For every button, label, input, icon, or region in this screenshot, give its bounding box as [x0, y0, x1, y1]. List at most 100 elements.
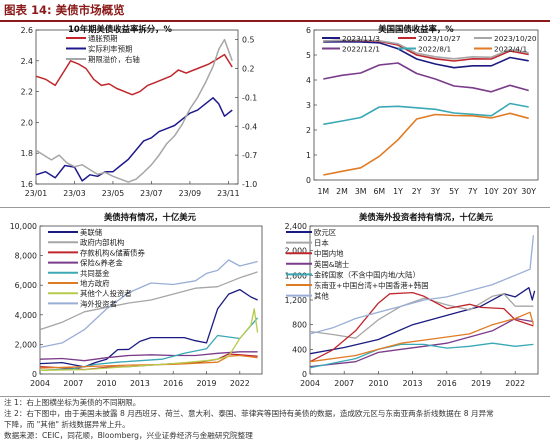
- y-tick-label: 2.2: [21, 88, 33, 97]
- legend-label: 中国内地: [314, 249, 344, 258]
- series-line-2: [36, 97, 233, 182]
- legend-label: 其他: [314, 292, 329, 301]
- y-tick-label: 1,200: [285, 296, 307, 305]
- x-tick-label: 2013: [130, 379, 150, 388]
- title-rule: [0, 20, 550, 22]
- series-line-6: [40, 354, 258, 369]
- x-tick-label: 10Y: [484, 187, 499, 196]
- x-tick-label: 23/03: [63, 189, 86, 198]
- legend-label: 地方政府: [80, 279, 110, 288]
- series-line-4: [40, 351, 258, 362]
- x-tick-label: 6M: [373, 187, 385, 196]
- x-tick-label: 7Y: [468, 187, 478, 196]
- chart-treasury-yield-curve: 0 1 2 3 4 5 6 1M 2M 3M 6M 1Y 2Y 3Y 5Y 7Y 10Y 20Y 30Y 美国国债收益…: [306, 24, 539, 196]
- chart-foreign-holdings: 0 400 800 1,200 1,600 2,000 2,400 2004 2007 2010 2…: [285, 212, 539, 388]
- series-line-4: [310, 317, 534, 368]
- legend-label: 2023/10/20: [494, 34, 537, 43]
- legend-label: 日本: [314, 239, 329, 248]
- legend-label: 其他个人投资者: [80, 289, 132, 298]
- y-tick-label: 6,000: [15, 281, 37, 290]
- legend-label: 存款机构&储蓄债券: [80, 248, 145, 257]
- legend-label: 2023/10/27: [418, 34, 461, 43]
- y2-tick-label: -0.7: [242, 151, 257, 160]
- series-line-1: [36, 53, 233, 96]
- series-line-1: [40, 288, 258, 368]
- chart-title: 10年期美债收益率拆分，%: [68, 24, 172, 34]
- x-tick-label: 2007: [334, 379, 354, 388]
- series-line-1: [323, 41, 529, 69]
- series-line-5: [40, 317, 259, 371]
- x-tick-label: 3Y: [430, 187, 440, 196]
- series-line-3: [310, 291, 534, 363]
- series-line-5: [310, 342, 534, 369]
- x-tick-label: 2019: [471, 379, 491, 388]
- y-tick-label: 1,600: [285, 271, 307, 280]
- plot-frame: [39, 225, 263, 375]
- x-tick-label: 2M: [336, 187, 348, 196]
- x-tick-label: 2004: [300, 379, 320, 388]
- y-tick-label: 2.0: [21, 118, 33, 127]
- legend-label: 实际利率预期: [88, 45, 132, 54]
- y-tick-label: 400: [292, 345, 307, 354]
- y-tick-label: 2: [306, 126, 311, 135]
- series-line-6: [310, 311, 535, 363]
- series-line-7: [310, 235, 535, 335]
- y-tick-label: 5: [306, 51, 311, 60]
- series-line-2: [310, 293, 534, 339]
- data-source-note: 数据来源：CEIC，同花顺，Bloomberg，兴业证券经济与金融研究院整理: [4, 431, 253, 440]
- series-line-2: [40, 271, 258, 331]
- legend-label: 保险&养老金: [80, 259, 123, 268]
- y2-tick-label: -0.4: [242, 122, 257, 131]
- x-tick-label: 2016: [163, 379, 183, 388]
- x-tick-label: 2010: [368, 379, 388, 388]
- x-tick-label: 2022: [230, 379, 250, 388]
- y2-tick-label: -0.1: [242, 93, 257, 102]
- y-tick-label: 3: [306, 101, 311, 110]
- y-tick-label: 1.6: [21, 180, 33, 189]
- y-tick-label: 2,400: [285, 222, 307, 231]
- chart-title: 美债海外投资者持有情况，十亿美元: [359, 212, 494, 222]
- x-tick-label: 30Y: [521, 187, 536, 196]
- x-tick-label: 23/07: [140, 189, 163, 198]
- x-tick-label: 23/05: [102, 189, 125, 198]
- legend-label: 2022/8/1: [418, 45, 451, 54]
- series-line-3: [36, 38, 233, 183]
- y2-tick-label: 0.5: [242, 36, 254, 45]
- x-tick-label: 2019: [197, 379, 217, 388]
- y-tick-label: 1: [306, 151, 311, 160]
- note-3: 下降，而 "其他" 折线数据异常上升。: [4, 420, 130, 429]
- x-tick-label: 1M: [317, 187, 329, 196]
- chart-yield-decomposition: 1.6 1.8 2.0 2.2 2.4 2.6 -1.0 -0.7 -0.4 -0.1 0.2 0.5…: [21, 24, 258, 198]
- y-tick-label: 8,000: [15, 252, 37, 261]
- chart-treasury-holdings: 0 2,000 4,000 6,000 8,000 10,000 2004 2007 2010 2…: [10, 212, 263, 388]
- x-tick-label: 3M: [355, 187, 367, 196]
- x-tick-label: 2007: [63, 379, 83, 388]
- legend-label: 2022/12/1: [342, 45, 380, 54]
- y-tick-label: 0: [32, 370, 37, 379]
- x-tick-label: 2010: [97, 379, 117, 388]
- x-tick-label: 5Y: [449, 187, 459, 196]
- series-line-4: [323, 62, 529, 93]
- y-tick-label: 4,000: [15, 311, 37, 320]
- legend-label: 美联储: [80, 228, 103, 237]
- x-tick-label: 2013: [403, 379, 423, 388]
- legend-label: 欧元区: [314, 228, 337, 237]
- legend-label: 共同基金: [80, 269, 110, 278]
- note-2: 注 2：右下图中，由于美国未披露 8 月西班牙、荷兰、意大利、泰国、菲律宾等国持…: [4, 409, 494, 418]
- plot-frame: [35, 29, 239, 185]
- series-line-3: [323, 39, 529, 60]
- y-tick-label: 0: [306, 176, 311, 185]
- x-tick-label: 2004: [30, 379, 50, 388]
- figure-title: 图表 14: 美债市场概览: [4, 3, 125, 17]
- notes-divider: [0, 396, 550, 397]
- legend-label: 英国&瑞士: [314, 260, 350, 269]
- legend-label: 海外投资者: [80, 299, 117, 308]
- y-tick-label: 2,000: [285, 247, 307, 256]
- x-tick-label: 23/09: [179, 189, 202, 198]
- x-tick-label: 23/11: [217, 189, 240, 198]
- x-tick-label: 2Y: [412, 187, 422, 196]
- x-tick-label: 2022: [505, 379, 525, 388]
- x-tick-label: 1Y: [393, 187, 403, 196]
- y-tick-label: 6: [306, 26, 311, 35]
- x-tick-label: 2016: [437, 379, 457, 388]
